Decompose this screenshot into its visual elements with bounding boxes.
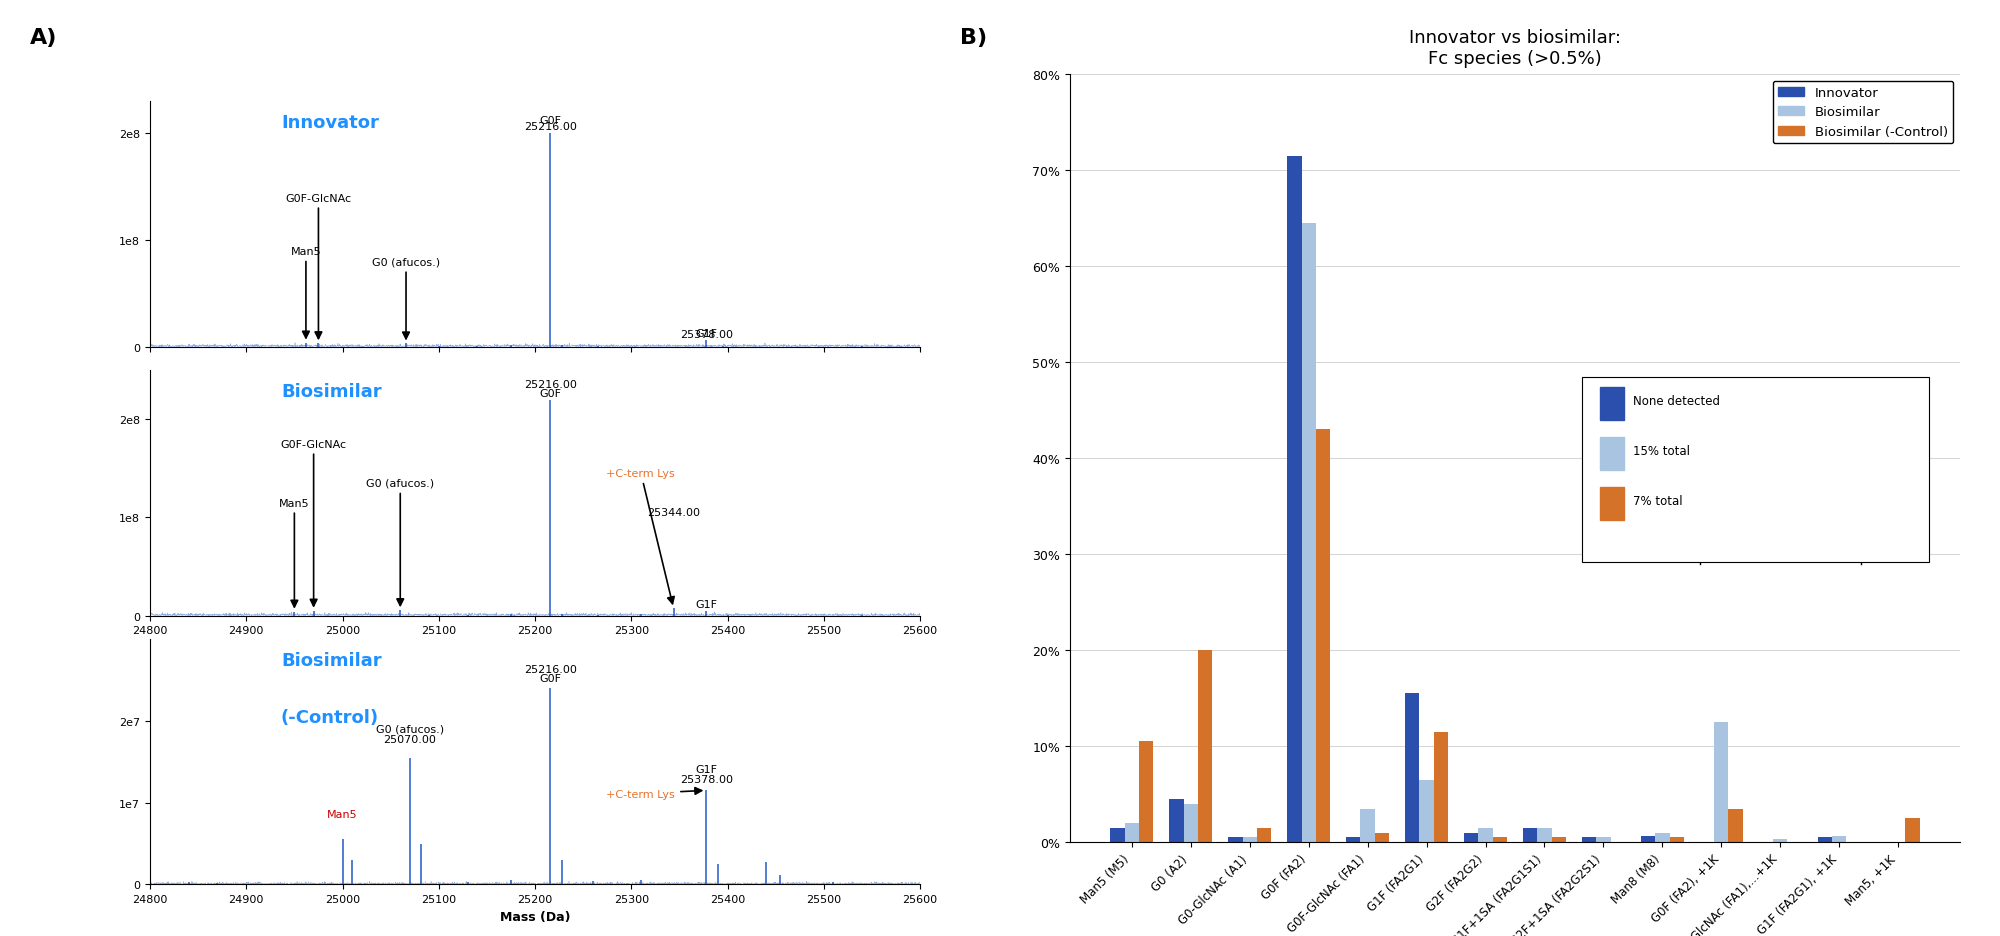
Bar <box>1434 732 1448 842</box>
Bar <box>1670 838 1684 842</box>
Text: 25216.00: 25216.00 <box>524 379 576 389</box>
Text: Innovator: Innovator <box>280 114 378 132</box>
Bar <box>1906 818 1920 842</box>
Bar <box>1600 438 1624 470</box>
Bar <box>1818 838 1832 842</box>
Bar <box>1184 804 1198 842</box>
Bar <box>1406 694 1420 842</box>
Text: G0 (afucos.): G0 (afucos.) <box>372 257 440 340</box>
Bar <box>1714 723 1728 842</box>
Bar <box>1642 836 1656 842</box>
Text: G0F: G0F <box>540 115 562 125</box>
Text: 25378.00: 25378.00 <box>680 774 732 784</box>
Bar <box>1420 780 1434 842</box>
Bar <box>1728 809 1742 842</box>
Text: Man5: Man5 <box>290 247 322 339</box>
Bar <box>1198 651 1212 842</box>
Text: Man5: Man5 <box>280 498 310 607</box>
Bar <box>1242 838 1256 842</box>
Legend: Innovator, Biosimilar, Biosimilar (-Control): Innovator, Biosimilar, Biosimilar (-Cont… <box>1772 81 1954 144</box>
Text: Unprocessed C-terminal Lysine: Unprocessed C-terminal Lysine <box>1690 518 1872 531</box>
Text: G0F-GlcNAc: G0F-GlcNAc <box>280 439 346 607</box>
Bar <box>1288 156 1302 842</box>
Bar <box>1138 741 1152 842</box>
Title: Innovator vs biosimilar:
Fc species (>0.5%): Innovator vs biosimilar: Fc species (>0.… <box>1408 29 1620 67</box>
Bar <box>1774 840 1788 842</box>
Bar <box>1228 837 1242 842</box>
Bar <box>1302 224 1316 842</box>
Text: Biosimilar: Biosimilar <box>280 651 382 669</box>
Bar <box>1464 833 1478 842</box>
Bar <box>1124 824 1138 842</box>
Text: G1F: G1F <box>696 329 718 338</box>
X-axis label: Mass (Da): Mass (Da) <box>500 641 570 654</box>
Text: None detected: None detected <box>1634 395 1720 407</box>
Bar <box>1374 833 1388 842</box>
X-axis label: Mass (Da): Mass (Da) <box>500 910 570 923</box>
Text: 25070.00: 25070.00 <box>384 734 436 744</box>
Text: 25378.00: 25378.00 <box>680 329 732 340</box>
Bar <box>1596 838 1610 842</box>
Text: Biosimilar: Biosimilar <box>280 383 382 401</box>
Bar <box>1346 838 1360 842</box>
Bar <box>1832 836 1846 842</box>
Text: +C-term Lys: +C-term Lys <box>606 469 676 604</box>
Text: G1F: G1F <box>696 600 718 609</box>
Text: G0 (afucos.): G0 (afucos.) <box>376 724 444 733</box>
Bar <box>1256 828 1270 842</box>
Text: (-Control): (-Control) <box>280 708 380 726</box>
Bar <box>1170 799 1184 842</box>
Bar <box>1524 828 1538 842</box>
Bar <box>1360 809 1374 842</box>
Text: Man5: Man5 <box>328 809 358 819</box>
Bar <box>1552 838 1566 842</box>
Bar <box>1582 838 1596 842</box>
Bar <box>1110 828 1124 842</box>
Bar <box>1600 388 1624 420</box>
Bar <box>1492 838 1506 842</box>
Text: 25216.00: 25216.00 <box>524 665 576 675</box>
Text: 7% total: 7% total <box>1634 494 1682 507</box>
Text: A): A) <box>30 28 58 48</box>
Text: G0 (afucos.): G0 (afucos.) <box>366 478 434 606</box>
Text: G0F: G0F <box>540 673 562 683</box>
Text: G1F: G1F <box>696 764 718 774</box>
Bar <box>1478 828 1492 842</box>
Text: G0F: G0F <box>540 388 562 398</box>
Bar <box>1656 833 1670 842</box>
Bar <box>1600 488 1624 520</box>
Bar <box>1316 430 1330 842</box>
Text: 25216.00: 25216.00 <box>524 122 576 132</box>
FancyBboxPatch shape <box>1582 378 1928 563</box>
Text: +C-term Lys: +C-term Lys <box>606 788 702 798</box>
Text: 15% total: 15% total <box>1634 445 1690 458</box>
Text: B): B) <box>960 28 988 48</box>
Text: 25344.00: 25344.00 <box>648 508 700 518</box>
Bar <box>1538 828 1552 842</box>
Text: Mass (Da): Mass (Da) <box>850 376 920 389</box>
Text: G0F-GlcNAc: G0F-GlcNAc <box>286 194 352 339</box>
